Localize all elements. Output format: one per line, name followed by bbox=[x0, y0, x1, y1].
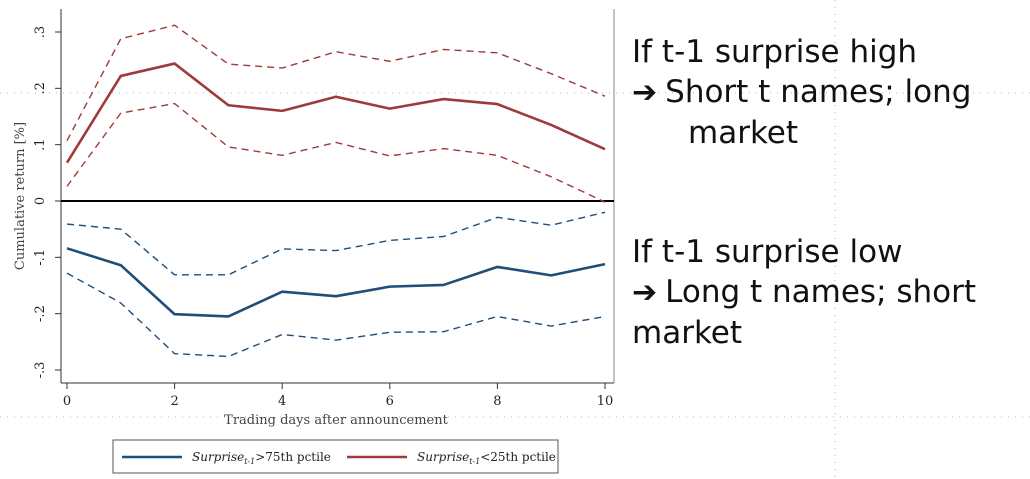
text-line: market bbox=[632, 315, 743, 351]
y-tick-label: -.1 bbox=[33, 249, 48, 266]
arrow-right-icon: ➔ bbox=[632, 75, 658, 110]
slide-text-block-1: If t-1 surprise high ➔ Short t names; lon… bbox=[632, 32, 971, 153]
y-tick-label: .2 bbox=[33, 82, 48, 94]
series-line-blue_lower bbox=[66, 272, 606, 358]
series-line-red_mean bbox=[65, 62, 606, 164]
legend-box bbox=[112, 439, 559, 474]
text-fragment: Short t names; long bbox=[665, 74, 972, 110]
x-tick-label: 4 bbox=[278, 394, 286, 409]
text-line: ➔ Long t names; short bbox=[632, 272, 976, 313]
x-tick-label: 10 bbox=[597, 394, 614, 409]
x-axis: 0 2 4 6 8 10 bbox=[63, 383, 613, 409]
series-line-blue_upper bbox=[66, 211, 606, 276]
text-line: If t-1 surprise low bbox=[632, 234, 903, 270]
y-tick-label: .3 bbox=[33, 26, 48, 38]
y-axis: -.3 -.2 -.1 0 .1 .2 .3 bbox=[33, 26, 61, 379]
slide-text-block-2: If t-1 surprise low ➔ Long t names; short… bbox=[632, 232, 976, 353]
y-axis-title: Cumulative return [%] bbox=[13, 122, 28, 270]
legend-label: Surpriset-1<25th pctile bbox=[417, 450, 556, 466]
plot-frame bbox=[60, 9, 615, 384]
x-tick-label: 2 bbox=[170, 394, 178, 409]
x-tick-label: 6 bbox=[386, 394, 394, 409]
text-line: If t-1 surprise high bbox=[632, 34, 918, 70]
text-line: ➔ Short t names; long bbox=[632, 72, 971, 113]
arrow-right-icon: ➔ bbox=[632, 275, 658, 310]
legend: Surpriset-1>75th pctile Surpriset-1<25th … bbox=[112, 439, 559, 474]
y-tick-label: .1 bbox=[33, 138, 48, 150]
series-line-red_upper bbox=[66, 24, 606, 142]
text-fragment: Long t names; short bbox=[665, 274, 977, 310]
y-tick-label: -.2 bbox=[33, 305, 48, 322]
text-line: market bbox=[688, 115, 799, 151]
series-line-red_lower bbox=[66, 102, 606, 203]
series-lines bbox=[65, 24, 606, 358]
y-tick-label: -.3 bbox=[33, 362, 48, 379]
y-tick-label: 0 bbox=[33, 197, 48, 205]
legend-label: Surpriset-1>75th pctile bbox=[192, 450, 331, 466]
x-axis-title: Trading days after announcement bbox=[224, 413, 448, 428]
x-tick-label: 8 bbox=[493, 394, 501, 409]
series-line-blue_mean bbox=[66, 247, 606, 318]
x-tick-label: 0 bbox=[63, 394, 71, 409]
